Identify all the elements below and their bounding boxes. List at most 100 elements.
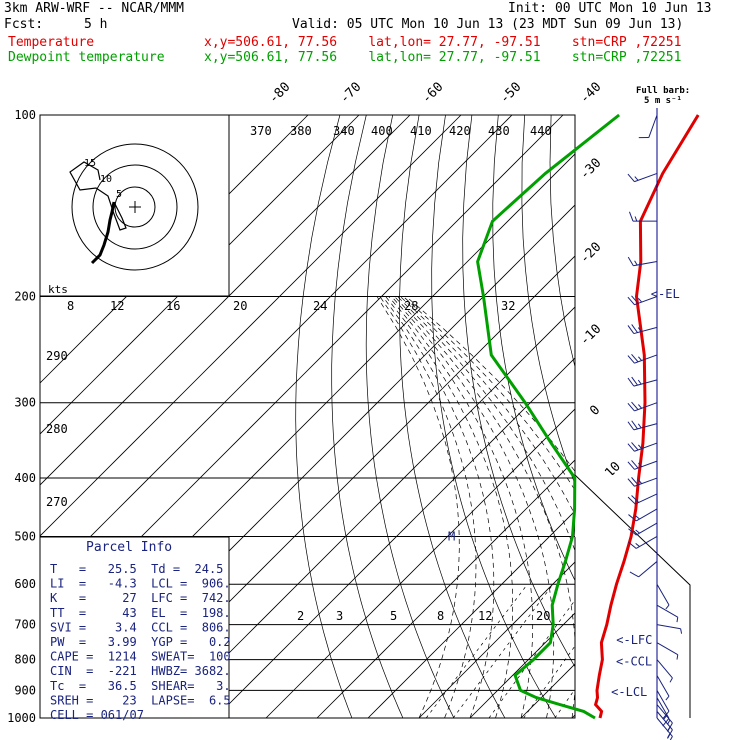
isotherm-label: -40 [577, 80, 604, 107]
model-title: 3km ARW-WRF -- NCAR/MMM [4, 1, 185, 16]
wind-barb [656, 675, 670, 701]
wind-barb-flag [669, 677, 673, 683]
hodograph-trace [90, 201, 116, 265]
wind-barb [628, 211, 657, 222]
wind-barb-staff [656, 690, 670, 712]
mixing-ratio-label: 5 [390, 609, 397, 623]
dry-adiabat [331, 115, 404, 718]
valid-time: Valid: 05 UTC Mon 10 Jun 13 (23 MDT Sun … [292, 17, 684, 32]
dewpoint-legend: Dewpoint temperature [8, 50, 165, 65]
theta-label: 430 [488, 124, 510, 138]
wind-barb-flag [627, 325, 635, 334]
isotherm [316, 459, 575, 718]
parcel-info-row: CELL = 061/07 [50, 708, 144, 722]
wind-barb [627, 420, 658, 431]
isotherm [265, 408, 575, 718]
wind-barb-flag [638, 297, 643, 303]
wind-barb-flag [628, 514, 637, 522]
wind-barb-flag [631, 376, 638, 386]
pressure-tick-label: 1000 [7, 711, 36, 725]
hodograph: 5 10 15 kts [39, 114, 230, 297]
barb-legend-title: Full barb: [636, 86, 690, 96]
parcel-info-row: TT = 43 EL = 198. [50, 606, 231, 620]
moist-adiabat [391, 296, 555, 718]
wind-barb-staff [634, 402, 658, 412]
isotherm-label: -20 [577, 240, 604, 267]
wind-barb [627, 460, 658, 470]
isotherm-label: 0 [587, 403, 603, 419]
hodograph-ring-10: 10 [100, 174, 112, 185]
wind-barb-flag [634, 216, 638, 222]
moist-adiabat [397, 296, 575, 552]
parcel-info-row: K = 27 LFC = 742. [50, 591, 231, 605]
wind-barb-flag [680, 628, 683, 634]
wind-barb-flag [635, 515, 640, 520]
wind-barb-flag [665, 695, 670, 701]
wind-barb-legend: Full barb: 5 m s⁻¹ [636, 86, 690, 106]
wind-barb-staff [634, 477, 658, 487]
barb-legend-unit: 5 m s⁻¹ [644, 96, 682, 106]
wind-barb-flag [676, 654, 679, 660]
theta-label: 270 [46, 495, 68, 509]
wind-barb [628, 508, 658, 522]
wind-barb-flag [627, 256, 634, 266]
isotherm [40, 115, 513, 588]
pressure-tick-label: 400 [14, 471, 36, 485]
level-marker: <-LFC [616, 633, 652, 647]
wind-barb [627, 376, 658, 387]
plot-edge [574, 474, 691, 718]
theta-label: 410 [410, 124, 432, 138]
theta-label: 400 [371, 124, 393, 138]
isotherm [40, 115, 462, 537]
pressure-tick-label: 500 [14, 529, 36, 543]
moist-adiabat [376, 296, 460, 718]
dry-adiabat [295, 115, 353, 718]
wind-barb-flag [631, 477, 639, 486]
parcel-info-row: T = 25.5 Td = 24.5 [50, 562, 223, 576]
wind-barb-staff [656, 624, 681, 630]
wind-barb-flag [628, 211, 634, 222]
wind-barb-flag [638, 356, 643, 361]
wind-barb-staff [634, 442, 658, 452]
dry-adiabat [365, 115, 455, 718]
pressure-tick-label: 100 [14, 108, 36, 122]
parcel-info-title: Parcel Info [86, 540, 172, 555]
isotherm [367, 510, 575, 718]
wind-barb-flag [637, 423, 642, 429]
pressure-tick-label: 700 [14, 618, 36, 632]
isotherm-label: -30 [577, 156, 604, 183]
wind-barb-flag [631, 295, 639, 304]
plot-frame [39, 114, 576, 719]
wind-barb-flag [627, 443, 635, 452]
wind-barb-flag [629, 571, 639, 578]
wind-barb-staff [634, 460, 658, 470]
temperature-legend: Temperature [8, 35, 95, 50]
wind-barb-staff [635, 508, 658, 522]
wind-barb [627, 172, 658, 183]
pressure-tick-label: 600 [14, 577, 36, 591]
parcel-info-row: LI = -4.3 LCL = 906. [50, 577, 231, 591]
mixing-ratio-label: 12 [110, 299, 124, 313]
isotherm [418, 561, 575, 718]
wind-barb-flag [638, 444, 643, 449]
mixing-ratio-line [488, 599, 575, 718]
hodograph-trace-upper [69, 161, 127, 231]
init-time: Init: 00 UTC Mon 10 Jun 13 [508, 1, 712, 16]
wind-barb-flag [669, 736, 673, 740]
plot-mask [575, 475, 740, 718]
theta-label: 440 [530, 124, 552, 138]
dry-adiabat [549, 115, 575, 369]
wind-barb-staff [656, 711, 673, 731]
wind-barb [656, 583, 670, 610]
wind-barb-staff [635, 522, 658, 536]
dry-adiabat [462, 115, 575, 668]
wind-barb-flag [627, 355, 635, 364]
hodograph-unit: kts [48, 283, 68, 296]
mixing-ratio-label: 20 [233, 299, 247, 313]
isotherm-label: -10 [577, 322, 604, 349]
wind-barb-flag [628, 528, 637, 536]
isotherm [163, 306, 575, 718]
wind-barb-staff [634, 296, 658, 306]
pressure-tick-label: 800 [14, 653, 36, 667]
mixing-ratio-label: 8 [437, 609, 444, 623]
